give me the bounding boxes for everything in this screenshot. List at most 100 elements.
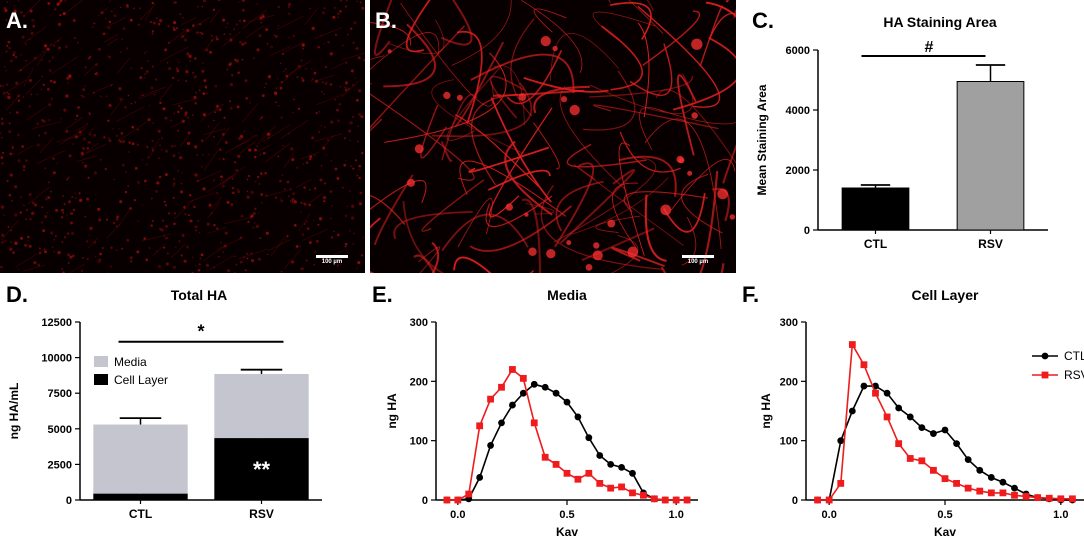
micrograph-b: 100 µm (370, 0, 736, 273)
x-tick-label: CTL (129, 507, 152, 521)
data-point (585, 469, 593, 477)
data-point (683, 496, 691, 504)
y-axis-label: ng HA (385, 393, 399, 429)
bar-annotation: ** (253, 457, 271, 482)
panel-letter-a: A. (6, 8, 28, 33)
data-point (585, 434, 593, 442)
legend-label: CTL (1064, 349, 1084, 363)
data-point (953, 479, 960, 487)
scale-bar-a-label: 100 µm (321, 259, 343, 265)
y-tick-label: 0 (804, 225, 810, 237)
data-point (672, 496, 680, 504)
y-tick-label: 200 (780, 376, 798, 388)
data-point (519, 389, 527, 397)
x-tick-label: 1.0 (669, 509, 684, 521)
data-point (1034, 494, 1042, 502)
data-point (509, 366, 516, 373)
data-point (860, 382, 868, 390)
data-point (860, 361, 868, 369)
chart-d: D. Total HA 0 2500 5000 7500 10000 12500 ng HA/m… (6, 282, 322, 521)
data-point (465, 490, 473, 498)
x-tick-label: 0.5 (937, 509, 952, 521)
legend: Media Cell Layer (94, 355, 168, 387)
y-tick-label: 0 (792, 495, 798, 507)
bar-cell-layer (93, 493, 188, 500)
y-tick-label: 300 (410, 317, 428, 329)
panel-letter-b: B. (375, 8, 397, 33)
legend: CTL RSV (1032, 349, 1084, 382)
series-rsv (814, 341, 1076, 504)
data-point (476, 422, 484, 430)
scale-bar-a (316, 255, 348, 258)
bar-media (214, 373, 309, 439)
panel-letter-f: F. (742, 282, 759, 307)
legend-label: Cell Layer (114, 373, 168, 387)
legend-marker (1041, 352, 1049, 360)
data-point (618, 483, 625, 491)
panel-letter-e: E. (372, 282, 393, 307)
data-point (976, 466, 984, 474)
data-point (964, 456, 972, 464)
data-point (848, 407, 856, 415)
data-point (661, 496, 669, 504)
data-point (574, 475, 582, 483)
x-tick-label: 0.0 (450, 509, 465, 521)
y-tick-label: 4000 (786, 105, 810, 117)
x-tick-label: 0.5 (559, 509, 574, 521)
series-rsv (443, 366, 691, 504)
x-tick-label: RSV (978, 237, 1003, 251)
data-point (487, 395, 494, 403)
data-point (906, 455, 914, 462)
chart-c: C. HA Staining Area 0 2000 4000 6000 Mean Stai… (752, 8, 1048, 251)
series-ctl (814, 382, 1076, 504)
data-point (618, 463, 625, 471)
micrograph-a: 100 µm (0, 0, 365, 273)
data-point (454, 496, 462, 504)
y-tick-label: 10000 (41, 353, 72, 365)
chart-title: Media (547, 287, 587, 303)
bar-rsv (956, 81, 1025, 231)
data-point (883, 413, 891, 421)
legend-marker (1041, 371, 1049, 379)
data-point (999, 489, 1007, 497)
data-point (848, 341, 856, 348)
data-point (640, 491, 647, 499)
data-point (596, 452, 604, 459)
x-axis-label: Kav (934, 525, 956, 539)
data-point (476, 474, 484, 481)
data-point (837, 479, 845, 487)
y-axis-label: ng HA (759, 393, 773, 429)
y-tick-label: 7500 (48, 388, 72, 400)
data-point (872, 389, 879, 397)
data-point (895, 440, 903, 448)
y-tick-label: 2500 (48, 459, 72, 471)
data-point (563, 398, 571, 406)
data-point (825, 496, 833, 504)
data-point (953, 440, 960, 448)
significance-mark: * (197, 322, 204, 342)
data-point (596, 479, 604, 487)
data-point (519, 374, 527, 382)
y-tick-label: 0 (422, 495, 428, 507)
data-point (814, 496, 821, 504)
data-point (976, 487, 984, 495)
data-point (443, 496, 451, 504)
data-point (498, 419, 505, 427)
y-tick-label: 5000 (48, 424, 72, 436)
data-point (1022, 493, 1030, 500)
data-point (987, 489, 995, 497)
x-axis-label: Kav (556, 525, 578, 539)
data-point (999, 478, 1007, 486)
series-line (446, 368, 688, 501)
chart-title: Cell Layer (912, 287, 979, 303)
data-point (629, 489, 636, 497)
y-tick-label: 100 (780, 436, 798, 448)
data-point (941, 426, 949, 434)
data-point (1011, 484, 1018, 492)
data-point (552, 461, 560, 468)
data-point (930, 430, 937, 437)
y-tick-label: 200 (410, 376, 428, 388)
y-axis-label: ng HA/mL (7, 383, 21, 440)
data-point (530, 419, 538, 427)
chart-title: HA Staining Area (883, 14, 997, 30)
